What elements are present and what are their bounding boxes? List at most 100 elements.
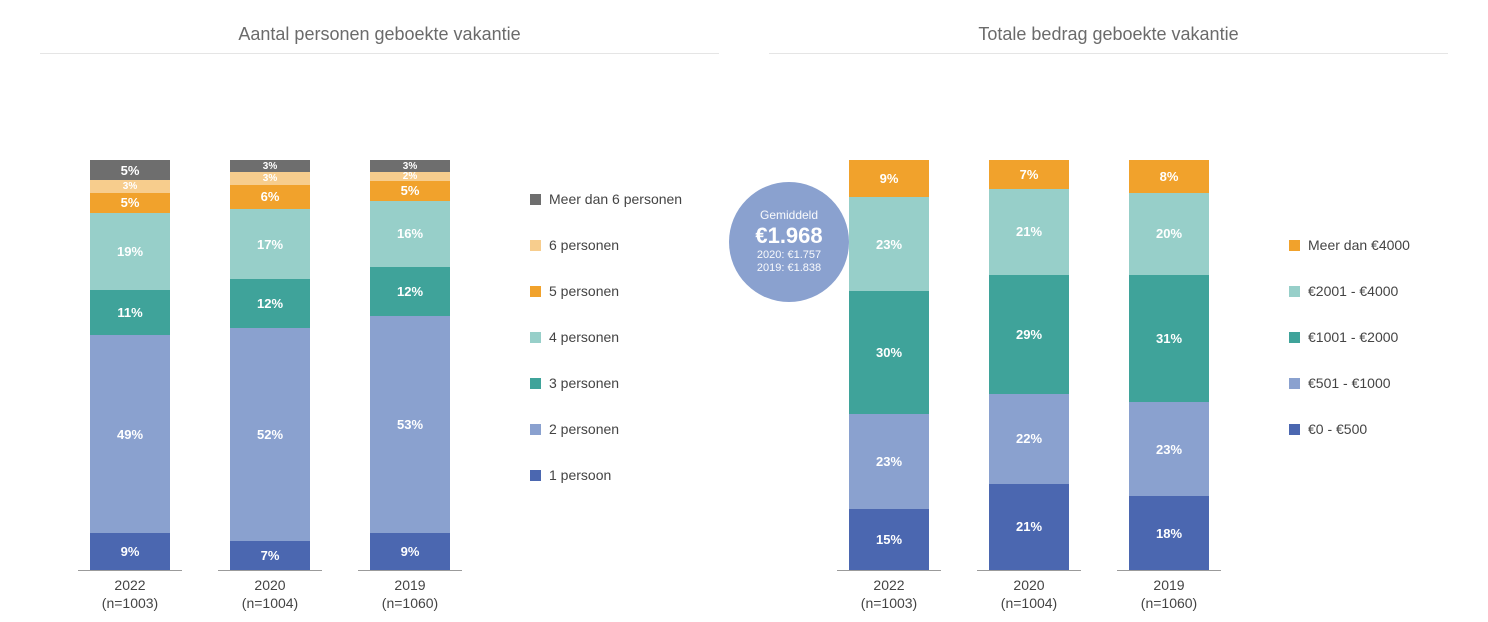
title-persons: Aantal personen geboekte vakantie (40, 20, 719, 54)
bar-segment: 7% (230, 541, 310, 570)
bar-segment: 9% (90, 533, 170, 570)
title-amount: Totale bedrag geboekte vakantie (769, 20, 1448, 54)
legend-amount: Meer dan €4000 €2001 - €4000 €1001 - €2000… (1239, 62, 1458, 612)
bar-segment: 3% (370, 160, 450, 172)
legend-swatch (1289, 286, 1300, 297)
bar-segment: 23% (849, 414, 929, 508)
badge-2020: 2020: €1.757 (757, 249, 821, 262)
bar-segment: 22% (989, 394, 1069, 484)
bar-segment: 31% (1129, 275, 1209, 402)
bar-segment: 16% (370, 201, 450, 267)
bar-segment: 5% (370, 181, 450, 202)
average-badge: Gemiddeld €1.968 2020: €1.757 2019: €1.8… (729, 182, 849, 302)
legend-label: 3 personen (549, 375, 619, 391)
legend-swatch (1289, 332, 1300, 343)
bar-column: 15%23%30%23%9%2022(n=1003) (837, 160, 941, 612)
bar-segment: 18% (1129, 496, 1209, 570)
bar-column: 7%52%12%17%6%3%3%2020(n=1004) (218, 160, 322, 612)
legend-swatch (1289, 378, 1300, 389)
bar-segment: 9% (849, 160, 929, 197)
bar-segment: 53% (370, 316, 450, 533)
legend-label: €0 - €500 (1308, 421, 1367, 437)
bar-segment: 23% (1129, 402, 1209, 496)
legend-swatch (530, 424, 541, 435)
bar-column: 18%23%31%20%8%2019(n=1060) (1117, 160, 1221, 612)
badge-2019: 2019: €1.838 (757, 262, 821, 275)
bar-segment: 3% (230, 160, 310, 172)
legend-swatch (530, 470, 541, 481)
stacked-bar: 9%53%12%16%5%2%3% (370, 160, 450, 570)
bar-segment: 12% (230, 279, 310, 328)
bar-segment: 8% (1129, 160, 1209, 193)
panel-amount: Totale bedrag geboekte vakantie Gemiddel… (759, 20, 1458, 612)
legend-item: €0 - €500 (1289, 421, 1458, 437)
bar-segment: 23% (849, 197, 929, 291)
x-axis-label: 2019(n=1060) (1141, 571, 1197, 612)
legend-label: 5 personen (549, 283, 619, 299)
bars-amount: 15%23%30%23%9%2022(n=1003)21%22%29%21%7%… (759, 62, 1239, 612)
legend-item: 1 persoon (530, 467, 729, 483)
legend-persons: Meer dan 6 personen 6 personen 5 personen 4… (480, 62, 729, 612)
bar-segment: 20% (1129, 193, 1209, 275)
bar-segment: 3% (230, 172, 310, 184)
stacked-bar: 15%23%30%23%9% (849, 160, 929, 570)
stacked-bar: 21%22%29%21%7% (989, 160, 1069, 570)
panel-persons: Aantal personen geboekte vakantie 9%49%1… (30, 20, 729, 612)
legend-item: 2 personen (530, 421, 729, 437)
legend-swatch (1289, 424, 1300, 435)
legend-item: 3 personen (530, 375, 729, 391)
legend-label: Meer dan €4000 (1308, 237, 1410, 253)
legend-swatch (530, 378, 541, 389)
x-axis-label: 2020(n=1004) (1001, 571, 1057, 612)
bar-segment: 5% (90, 160, 170, 180)
bar-segment: 21% (989, 189, 1069, 275)
legend-item: €501 - €1000 (1289, 375, 1458, 391)
bar-segment: 11% (90, 290, 170, 335)
bar-column: 9%49%11%19%5%3%5%2022(n=1003) (78, 160, 182, 612)
bar-segment: 2% (370, 172, 450, 180)
legend-label: 2 personen (549, 421, 619, 437)
bar-segment: 49% (90, 335, 170, 534)
stacked-bar: 9%49%11%19%5%3%5% (90, 160, 170, 570)
bar-segment: 19% (90, 213, 170, 290)
bar-segment: 52% (230, 328, 310, 541)
bar-column: 9%53%12%16%5%2%3%2019(n=1060) (358, 160, 462, 612)
bar-segment: 6% (230, 185, 310, 210)
x-axis-label: 2020(n=1004) (242, 571, 298, 612)
bar-segment: 9% (370, 533, 450, 570)
bars-persons: 9%49%11%19%5%3%5%2022(n=1003)7%52%12%17%… (30, 62, 480, 612)
legend-swatch (1289, 240, 1300, 251)
badge-label: Gemiddeld (760, 208, 818, 222)
bar-segment: 29% (989, 275, 1069, 394)
legend-swatch (530, 286, 541, 297)
legend-label: €1001 - €2000 (1308, 329, 1398, 345)
stacked-bar: 18%23%31%20%8% (1129, 160, 1209, 570)
legend-item: 6 personen (530, 237, 729, 253)
bar-segment: 30% (849, 291, 929, 414)
bar-segment: 12% (370, 267, 450, 316)
legend-label: €501 - €1000 (1308, 375, 1391, 391)
bar-segment: 5% (90, 193, 170, 213)
legend-label: 4 personen (549, 329, 619, 345)
bar-column: 21%22%29%21%7%2020(n=1004) (977, 160, 1081, 612)
page: Aantal personen geboekte vakantie 9%49%1… (0, 0, 1488, 622)
legend-item: €1001 - €2000 (1289, 329, 1458, 345)
legend-swatch (530, 240, 541, 251)
legend-item: Meer dan €4000 (1289, 237, 1458, 253)
chart-amount: Gemiddeld €1.968 2020: €1.757 2019: €1.8… (759, 62, 1458, 612)
bar-segment: 17% (230, 209, 310, 279)
bar-segment: 21% (989, 484, 1069, 570)
x-axis-label: 2022(n=1003) (102, 571, 158, 612)
badge-value: €1.968 (755, 223, 822, 249)
legend-item: 4 personen (530, 329, 729, 345)
legend-item: 5 personen (530, 283, 729, 299)
x-axis-label: 2019(n=1060) (382, 571, 438, 612)
chart-persons: 9%49%11%19%5%3%5%2022(n=1003)7%52%12%17%… (30, 62, 729, 612)
bar-segment: 7% (989, 160, 1069, 189)
legend-label: 1 persoon (549, 467, 611, 483)
legend-swatch (530, 332, 541, 343)
x-axis-label: 2022(n=1003) (861, 571, 917, 612)
bar-segment: 3% (90, 180, 170, 192)
legend-label: €2001 - €4000 (1308, 283, 1398, 299)
legend-label: Meer dan 6 personen (549, 191, 682, 207)
